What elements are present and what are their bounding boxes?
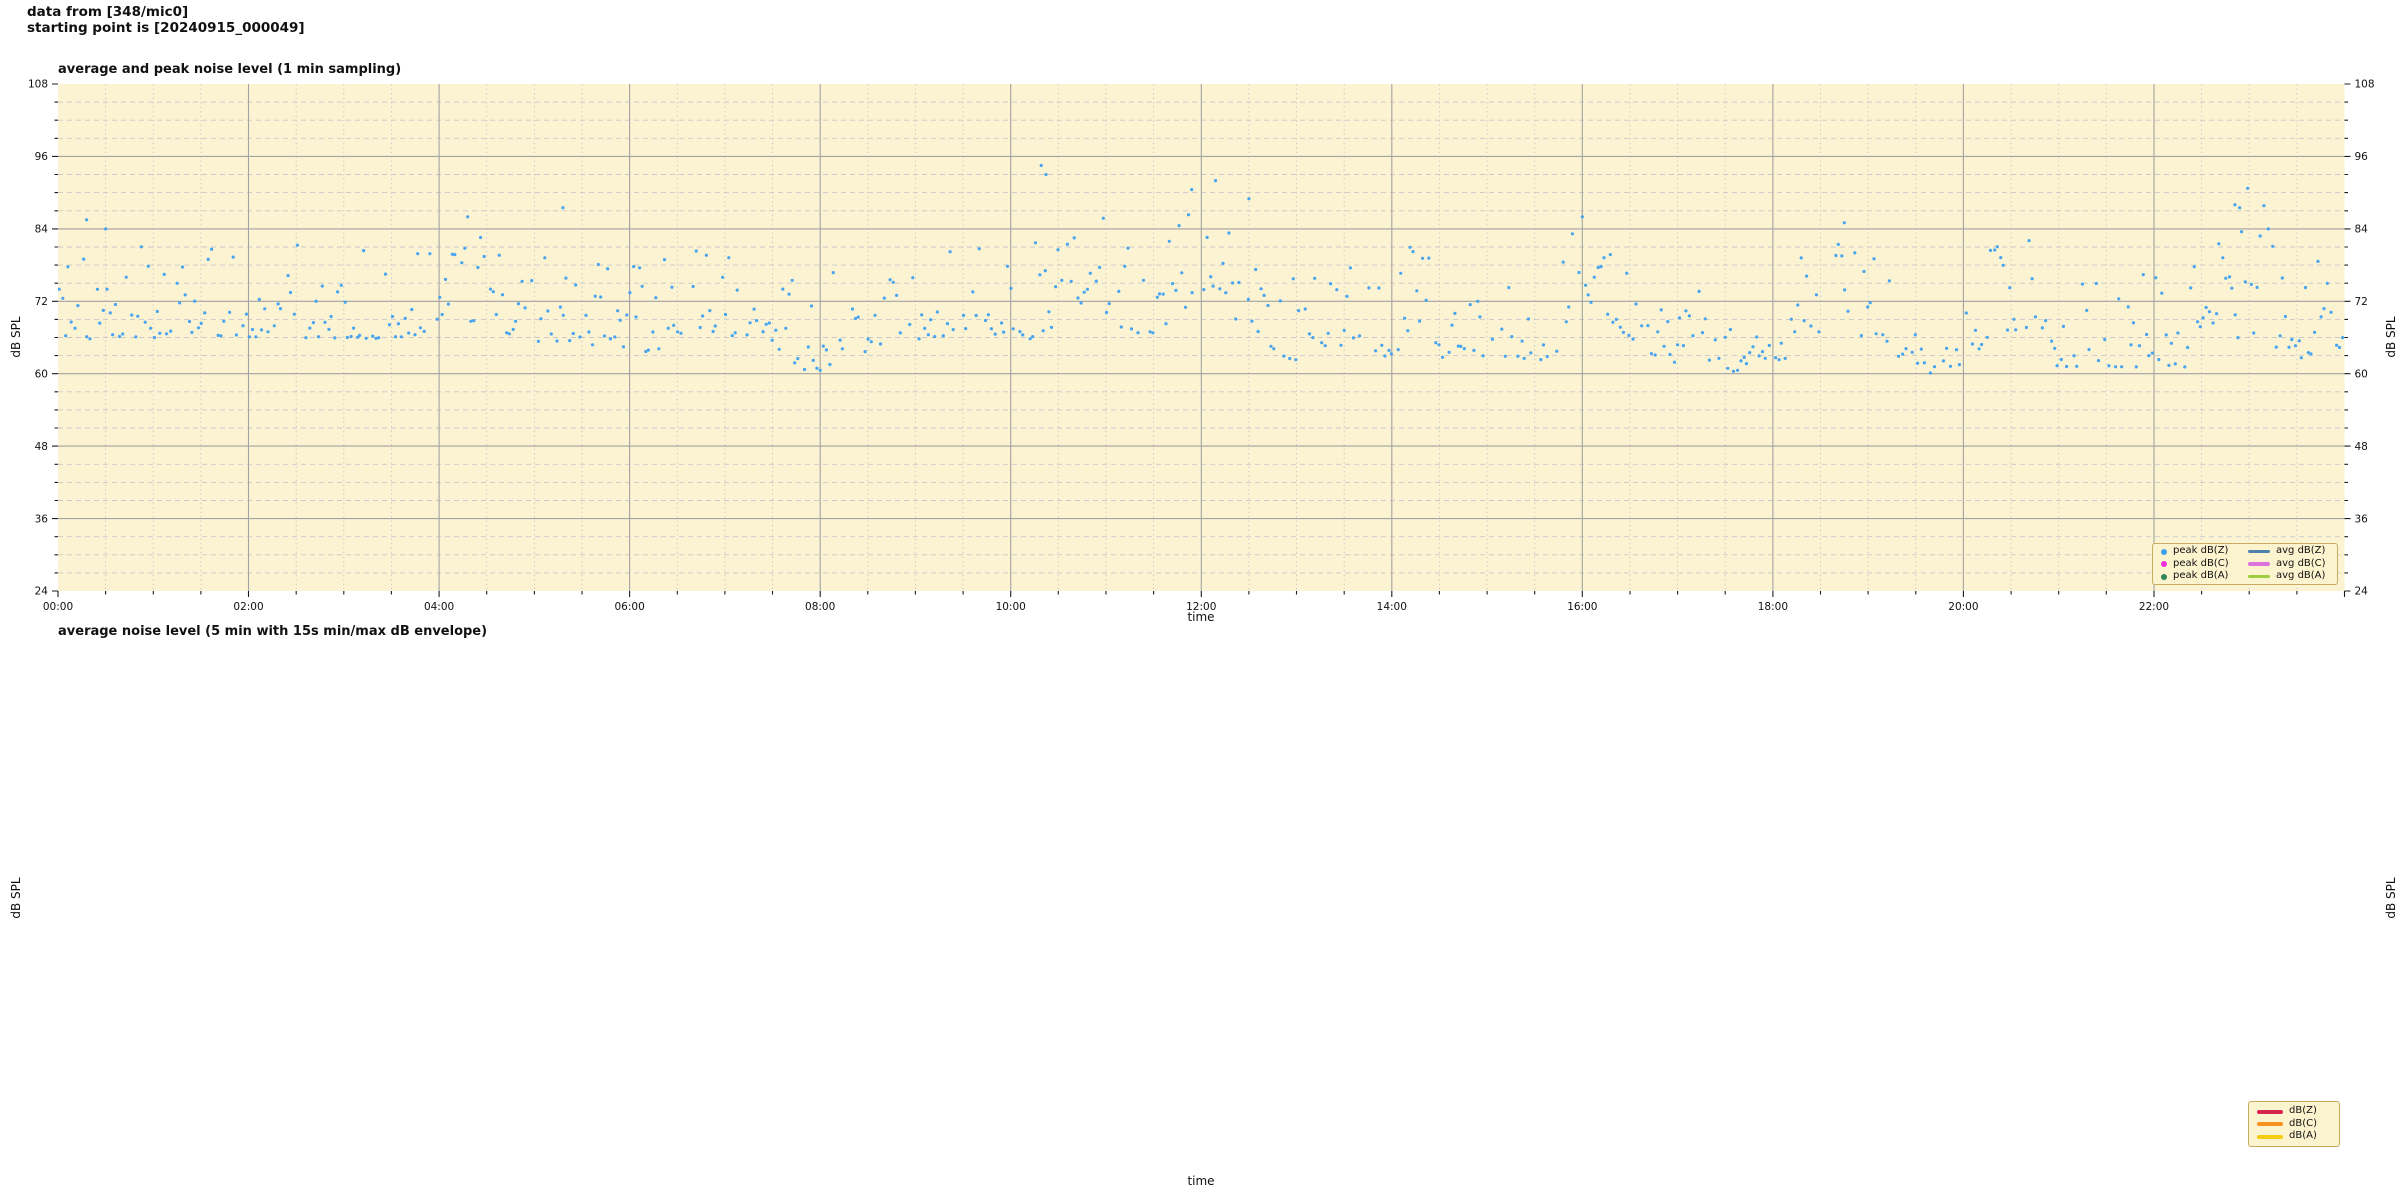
- chart1-ylabel-left: dB SPL: [9, 316, 23, 358]
- legend-label: dB(A): [2289, 1130, 2317, 1142]
- header-line-1: data from [348/mic0]: [27, 4, 189, 20]
- axis-ticks: [52, 83, 2351, 597]
- legend-label: dB(C): [2289, 1117, 2317, 1129]
- peak-dbz-marker: [2161, 548, 2167, 555]
- svg-text:108: 108: [2355, 79, 2375, 91]
- svg-text:02:00: 02:00: [233, 601, 263, 613]
- dbc-marker: [2257, 1122, 2283, 1126]
- svg-text:36: 36: [2355, 513, 2369, 525]
- svg-text:24: 24: [35, 586, 49, 598]
- grid-major: [58, 84, 2345, 591]
- legend-entry: avg dB(Z): [2248, 545, 2329, 558]
- svg-text:96: 96: [2355, 151, 2369, 163]
- legend-label: avg dB(A): [2276, 570, 2326, 582]
- chart2-xlabel: time: [1187, 1174, 1215, 1188]
- legend-entry: peak dB(Z): [2161, 545, 2232, 558]
- peak-dbc-marker: [2161, 561, 2167, 567]
- legend-entry: dB(Z): [2257, 1105, 2331, 1118]
- chart2-ylabel-right: dB SPL: [2384, 877, 2398, 919]
- peak-dba-marker: [2161, 573, 2167, 580]
- chart2-title: average noise level (5 min with 15s min/…: [58, 624, 488, 639]
- chart1-ylabel-right: dB SPL: [2384, 316, 2398, 358]
- chart2-ylabel-left: dB SPL: [9, 877, 23, 919]
- svg-text:72: 72: [2355, 296, 2368, 308]
- svg-text:48: 48: [35, 441, 48, 453]
- chart2-legend: dB(Z) dB(C) dB(A): [2248, 1101, 2340, 1147]
- legend-entry: dB(C): [2257, 1118, 2331, 1131]
- series-area: [58, 163, 2345, 375]
- legend-label: dB(Z): [2289, 1105, 2317, 1117]
- legend-entry: peak dB(C): [2161, 558, 2232, 571]
- legend-entry: avg dB(C): [2248, 558, 2329, 571]
- svg-text:84: 84: [35, 224, 49, 236]
- tick-labels: 24 24 36 36 48 48 60 60 72 72 84 84 96 96 108 108 00:00 0…: [28, 79, 2375, 613]
- svg-text:06:00: 06:00: [614, 601, 644, 613]
- chart1-xlabel: time: [1187, 610, 1215, 624]
- avg-dbz-marker: [2248, 549, 2270, 554]
- svg-text:14:00: 14:00: [1377, 601, 1407, 613]
- avg-dbc-marker: [2248, 562, 2270, 566]
- legend-entry: peak dB(A): [2161, 570, 2232, 583]
- chart1-legend: peak dB(Z) avg dB(Z) peak dB(C) avg dB(C…: [2152, 543, 2338, 585]
- svg-text:00:00: 00:00: [43, 601, 73, 613]
- dbz-marker: [2257, 1109, 2283, 1114]
- svg-text:96: 96: [35, 151, 49, 163]
- chart1-title: average and peak noise level (1 min samp…: [58, 62, 402, 77]
- legend-label: peak dB(A): [2173, 570, 2229, 582]
- svg-text:10:00: 10:00: [996, 601, 1026, 613]
- svg-text:108: 108: [28, 79, 48, 91]
- svg-text:60: 60: [2355, 368, 2368, 380]
- svg-text:36: 36: [35, 513, 49, 525]
- svg-text:72: 72: [35, 296, 48, 308]
- legend-label: peak dB(C): [2173, 557, 2229, 569]
- chart-1: 24 24 36 36 48 48 60 60 72 72 84 84 96 96 108 108 00:00 0…: [28, 79, 2375, 613]
- svg-text:24: 24: [2355, 586, 2369, 598]
- svg-text:20:00: 20:00: [1948, 601, 1978, 613]
- svg-text:22:00: 22:00: [2139, 601, 2169, 613]
- svg-text:08:00: 08:00: [805, 601, 835, 613]
- scatter-peak-dB-Z-: [58, 163, 2345, 375]
- header-line-2: starting point is [20240915_000049]: [27, 20, 305, 36]
- legend-label: avg dB(C): [2276, 557, 2326, 569]
- svg-text:16:00: 16:00: [1567, 601, 1597, 613]
- legend-label: peak dB(Z): [2173, 545, 2229, 557]
- avg-dba-marker: [2248, 574, 2270, 579]
- legend-label: avg dB(Z): [2276, 545, 2326, 557]
- svg-text:12:00: 12:00: [1186, 601, 1216, 613]
- dba-marker: [2257, 1134, 2283, 1139]
- svg-text:84: 84: [2355, 224, 2369, 236]
- legend-entry: avg dB(A): [2248, 570, 2329, 583]
- legend-entry: dB(A): [2257, 1130, 2331, 1143]
- svg-text:60: 60: [35, 368, 48, 380]
- svg-text:48: 48: [2355, 441, 2368, 453]
- svg-text:04:00: 04:00: [424, 601, 454, 613]
- svg-text:18:00: 18:00: [1758, 601, 1788, 613]
